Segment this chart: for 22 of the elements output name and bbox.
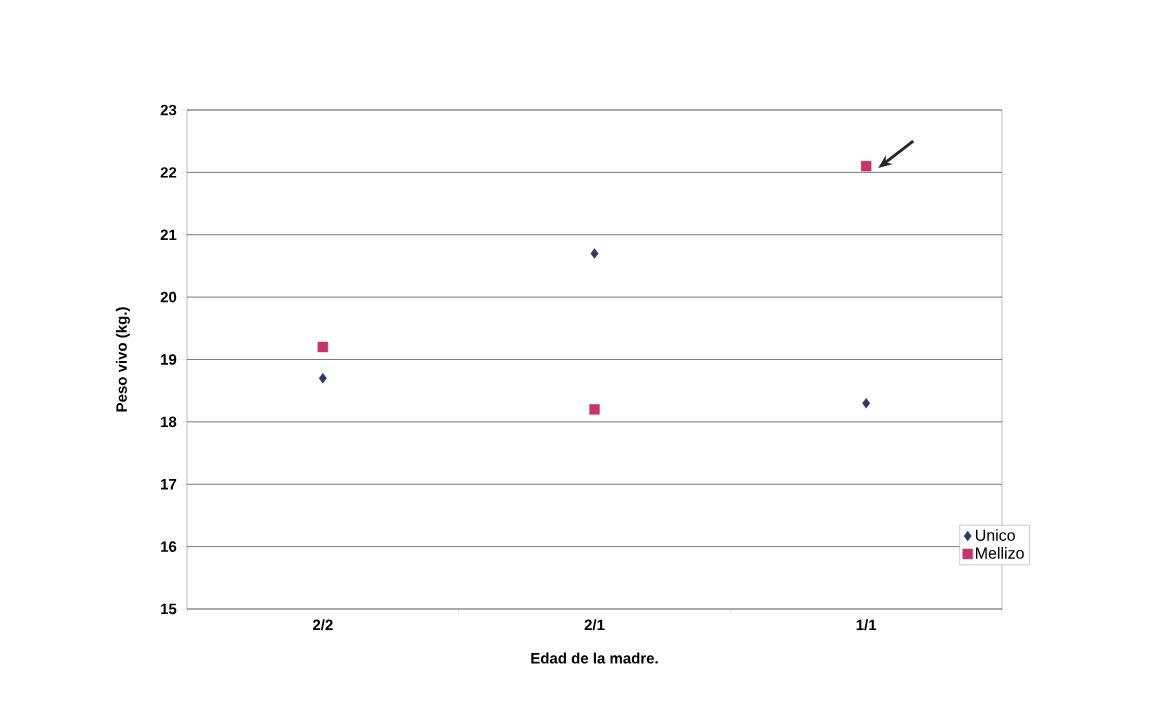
- y-tick-label: 21: [160, 229, 177, 240]
- point: [860, 160, 872, 172]
- x-tick-label: 1/1: [856, 619, 877, 631]
- x-tick-label: 2/2: [312, 619, 333, 631]
- y-tick-label: 23: [160, 104, 177, 116]
- y-tick-label: 20: [160, 291, 177, 303]
- y-tick-label: 17: [161, 479, 177, 490]
- y-tick-label: 18: [161, 416, 177, 428]
- x-axis-title: Edad de la madre.: [531, 652, 658, 664]
- point: [862, 397, 871, 409]
- y-tick-label: 16: [161, 541, 177, 552]
- y-tick-label: 19: [161, 354, 177, 365]
- legend-label: Unico: [975, 529, 1015, 541]
- point: [317, 341, 329, 353]
- point: [590, 248, 599, 259]
- y-tick-label: 15: [161, 603, 177, 615]
- y-tick-label: 22: [160, 167, 177, 178]
- y-axis-title: Peso vivo (kg.): [115, 307, 130, 412]
- point: [589, 404, 600, 415]
- legend-label: Mellizo: [976, 547, 1024, 559]
- x-tick-label: 2/1: [584, 619, 605, 631]
- point: [318, 373, 327, 384]
